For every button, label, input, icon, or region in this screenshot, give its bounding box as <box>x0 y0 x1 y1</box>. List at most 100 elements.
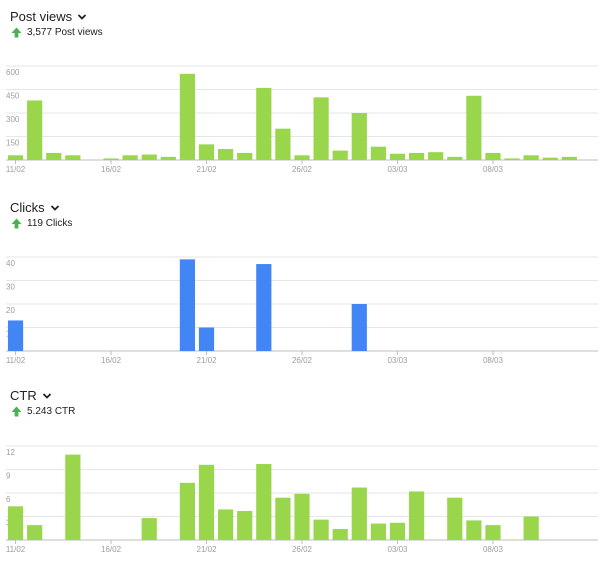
bar[interactable] <box>408 491 425 540</box>
post-views-chart: 150 300 450 600 11/02 16/02 21/02 26/02 03/03 08/… <box>6 65 598 174</box>
bar[interactable] <box>27 525 43 540</box>
bar[interactable] <box>46 152 62 160</box>
bar[interactable] <box>122 155 138 160</box>
y-tick-label: 300 <box>6 115 20 124</box>
x-tick-label: 11/02 <box>6 165 26 174</box>
bar[interactable] <box>351 487 367 540</box>
x-tick-label: 16/02 <box>101 545 122 554</box>
arrow-up-icon <box>11 27 22 38</box>
bar[interactable] <box>103 158 119 160</box>
bar[interactable] <box>179 73 196 160</box>
bar[interactable] <box>389 153 406 160</box>
bar[interactable] <box>141 154 157 160</box>
x-tick-label: 08/03 <box>483 356 504 365</box>
bar[interactable] <box>256 87 272 160</box>
bar[interactable] <box>218 509 234 540</box>
bar[interactable] <box>332 529 348 540</box>
x-tick-label: 21/02 <box>197 165 218 174</box>
bar[interactable] <box>7 506 24 540</box>
bar[interactable] <box>351 304 367 351</box>
bar[interactable] <box>256 464 272 540</box>
bar[interactable] <box>7 155 24 160</box>
ctr-summary: 5.243 CTR <box>11 406 75 417</box>
y-tick-label: 30 <box>6 283 15 292</box>
post-views-summary: 3,577 Post views <box>11 27 103 38</box>
bar[interactable] <box>65 155 81 160</box>
bar[interactable] <box>198 327 215 352</box>
bar[interactable] <box>27 100 43 160</box>
bar[interactable] <box>218 149 234 160</box>
bar[interactable] <box>65 454 81 540</box>
bar[interactable] <box>523 516 539 541</box>
arrow-up-icon <box>11 218 22 229</box>
ctr-summary-label: CTR <box>54 406 76 417</box>
arrow-up-icon <box>11 406 22 417</box>
bar[interactable] <box>237 152 253 160</box>
bar[interactable] <box>313 519 329 540</box>
x-tick-label: 21/02 <box>197 356 218 365</box>
y-tick-label: 40 <box>6 259 15 268</box>
post-views-summary-value: 3,577 <box>27 27 53 38</box>
clicks-title: Clicks <box>10 200 45 215</box>
bar[interactable] <box>179 259 196 351</box>
x-tick-label: 03/03 <box>387 356 408 365</box>
y-tick-label: 150 <box>6 139 20 148</box>
bar[interactable] <box>256 264 272 351</box>
clicks-summary-label: Clicks <box>45 218 73 229</box>
bar[interactable] <box>523 155 539 160</box>
bar[interactable] <box>294 493 310 540</box>
clicks-summary: 119 Clicks <box>11 218 72 229</box>
x-tick-label: 11/02 <box>6 356 26 365</box>
bar[interactable] <box>466 95 482 160</box>
bar[interactable] <box>561 156 577 160</box>
bar[interactable] <box>198 464 215 540</box>
x-tick-label: 11/02 <box>6 545 26 554</box>
y-tick-label: 450 <box>6 92 20 101</box>
chevron-down-icon <box>42 392 51 399</box>
x-tick-label: 03/03 <box>387 165 408 174</box>
bar[interactable] <box>447 156 463 160</box>
bar[interactable] <box>408 152 425 160</box>
x-tick-label: 03/03 <box>387 545 408 554</box>
post-views-dropdown[interactable]: Post views <box>10 9 87 24</box>
bar[interactable] <box>370 146 386 160</box>
bar[interactable] <box>275 128 291 160</box>
bar[interactable] <box>275 497 291 540</box>
ctr-title: CTR <box>10 388 37 403</box>
chevron-down-icon <box>50 204 59 211</box>
x-tick-label: 08/03 <box>483 165 504 174</box>
bar[interactable] <box>294 155 310 160</box>
bar[interactable] <box>179 482 196 540</box>
bar[interactable] <box>351 113 367 160</box>
bar[interactable] <box>485 152 501 160</box>
x-tick-label: 16/02 <box>101 165 122 174</box>
bar[interactable] <box>198 144 215 160</box>
ctr-summary-value: 5.243 <box>27 406 53 417</box>
bar[interactable] <box>428 152 444 160</box>
bar[interactable] <box>447 497 463 540</box>
x-tick-label: 26/02 <box>292 545 313 554</box>
bar[interactable] <box>504 158 520 160</box>
bar[interactable] <box>332 150 348 160</box>
y-tick-label: 6 <box>6 495 11 504</box>
x-tick-label: 26/02 <box>292 165 313 174</box>
x-tick-label: 21/02 <box>197 545 218 554</box>
clicks-summary-value: 119 <box>27 218 43 229</box>
x-tick-label: 16/02 <box>101 356 122 365</box>
bar[interactable] <box>542 157 558 160</box>
bar[interactable] <box>160 156 176 160</box>
bar[interactable] <box>141 518 157 540</box>
bar[interactable] <box>7 320 24 351</box>
ctr-dropdown[interactable]: CTR <box>10 388 52 403</box>
bar[interactable] <box>485 525 501 540</box>
bar[interactable] <box>313 97 329 160</box>
bar[interactable] <box>389 522 406 540</box>
clicks-dropdown[interactable]: Clicks <box>10 200 60 215</box>
bar[interactable] <box>237 511 253 540</box>
post-views-title: Post views <box>10 9 73 24</box>
bar[interactable] <box>466 520 482 540</box>
bar[interactable] <box>370 523 386 540</box>
post-views-summary-label: Post views <box>54 27 103 38</box>
y-tick-label: 600 <box>6 68 20 77</box>
